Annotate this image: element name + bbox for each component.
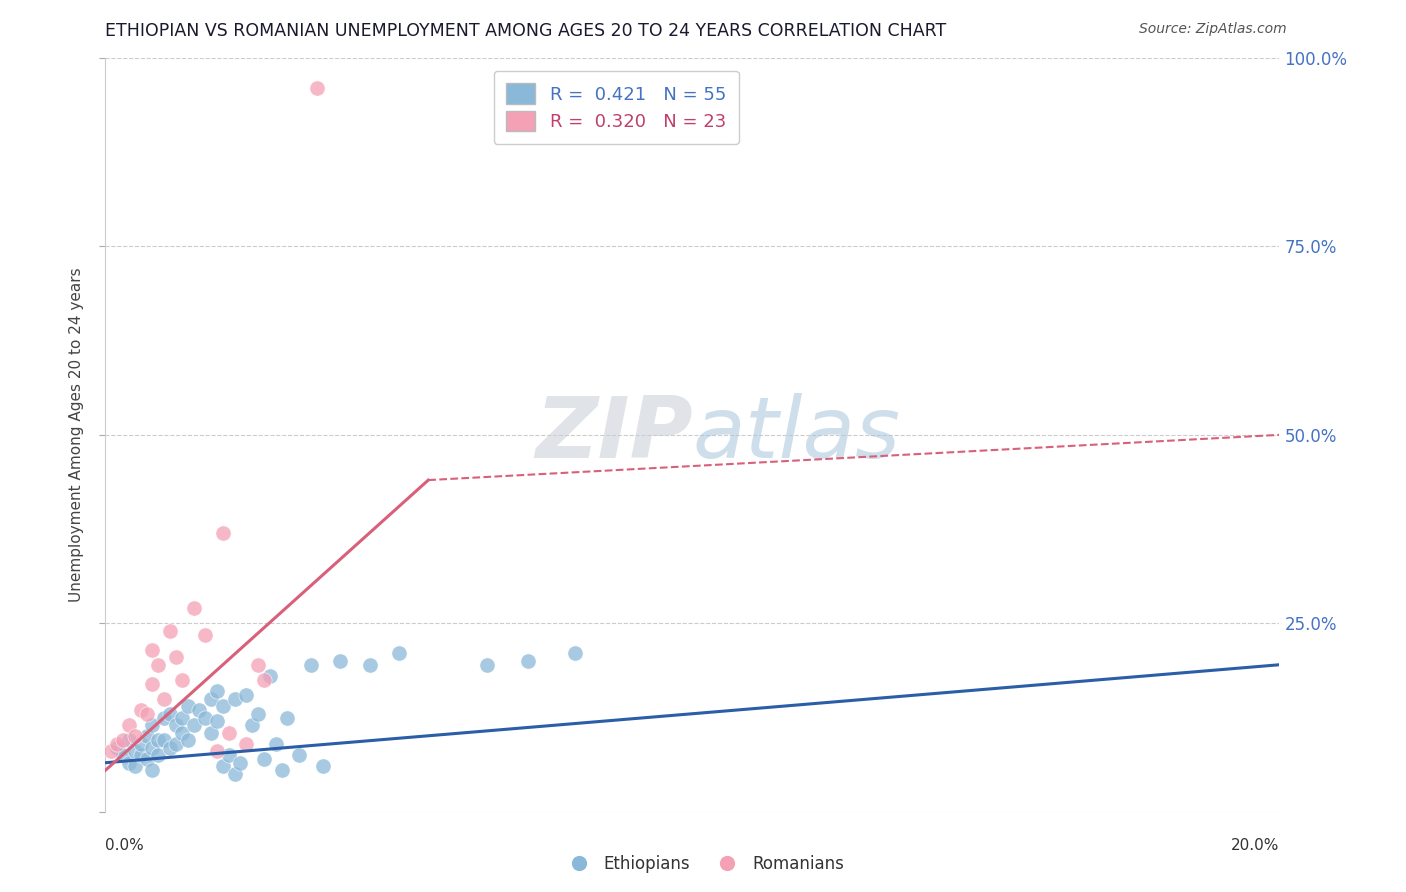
Point: [112, 748, 135, 763]
Point: [235, 688, 257, 702]
Point: [259, 669, 281, 683]
Point: [148, 733, 170, 747]
Text: ETHIOPIAN VS ROMANIAN UNEMPLOYMENT AMONG AGES 20 TO 24 YEARS CORRELATION CHART: ETHIOPIAN VS ROMANIAN UNEMPLOYMENT AMONG…: [105, 22, 946, 40]
Point: [176, 733, 198, 747]
Point: [211, 699, 233, 714]
Point: [176, 699, 198, 714]
Point: [124, 759, 146, 773]
Point: [188, 703, 211, 717]
Point: [276, 710, 298, 724]
Point: [224, 691, 246, 706]
Point: [105, 737, 128, 751]
Point: [240, 718, 263, 732]
Legend: R =  0.421   N = 55, R =  0.320   N = 23: R = 0.421 N = 55, R = 0.320 N = 23: [494, 70, 738, 145]
Point: [118, 733, 141, 747]
Point: [141, 740, 163, 755]
Point: [288, 748, 311, 763]
Point: [118, 718, 141, 732]
Point: [359, 657, 381, 672]
Point: [218, 725, 240, 739]
Y-axis label: Unemployment Among Ages 20 to 24 years: Unemployment Among Ages 20 to 24 years: [69, 268, 84, 602]
Point: [247, 706, 270, 721]
Text: 20.0%: 20.0%: [1232, 838, 1279, 853]
Text: atlas: atlas: [692, 393, 900, 476]
Point: [170, 725, 193, 739]
Point: [299, 657, 322, 672]
Point: [305, 81, 328, 95]
Point: [311, 759, 333, 773]
Text: Source: ZipAtlas.com: Source: ZipAtlas.com: [1139, 22, 1286, 37]
Point: [329, 654, 352, 668]
Point: [264, 737, 287, 751]
Point: [165, 737, 187, 751]
Point: [141, 676, 163, 690]
Point: [200, 691, 222, 706]
Point: [112, 733, 135, 747]
Point: [211, 525, 233, 540]
Point: [205, 744, 228, 758]
Point: [165, 718, 187, 732]
Point: [253, 673, 276, 687]
Point: [475, 657, 498, 672]
Point: [141, 642, 163, 657]
Point: [170, 673, 193, 687]
Point: [200, 725, 222, 739]
Text: ZIP: ZIP: [534, 393, 692, 476]
Legend: Ethiopians, Romanians: Ethiopians, Romanians: [555, 848, 851, 880]
Point: [105, 740, 128, 755]
Point: [224, 767, 246, 781]
Point: [183, 601, 205, 615]
Point: [118, 756, 141, 770]
Point: [159, 706, 181, 721]
Point: [194, 710, 217, 724]
Point: [247, 657, 270, 672]
Point: [129, 737, 152, 751]
Point: [141, 764, 163, 778]
Point: [211, 759, 233, 773]
Point: [153, 733, 176, 747]
Point: [153, 710, 176, 724]
Point: [129, 748, 152, 763]
Point: [270, 764, 292, 778]
Point: [235, 737, 257, 751]
Point: [229, 756, 252, 770]
Point: [564, 647, 586, 661]
Point: [205, 684, 228, 698]
Point: [148, 657, 170, 672]
Point: [388, 647, 411, 661]
Point: [100, 744, 122, 758]
Point: [253, 752, 276, 766]
Point: [135, 752, 157, 766]
Point: [124, 744, 146, 758]
Point: [124, 730, 146, 744]
Point: [141, 718, 163, 732]
Point: [165, 650, 187, 665]
Point: [153, 691, 176, 706]
Text: 0.0%: 0.0%: [105, 838, 145, 853]
Point: [194, 627, 217, 641]
Point: [517, 654, 540, 668]
Point: [170, 710, 193, 724]
Point: [205, 714, 228, 729]
Point: [129, 703, 152, 717]
Point: [218, 748, 240, 763]
Point: [148, 748, 170, 763]
Point: [135, 706, 157, 721]
Point: [135, 730, 157, 744]
Point: [159, 624, 181, 638]
Point: [183, 718, 205, 732]
Point: [159, 740, 181, 755]
